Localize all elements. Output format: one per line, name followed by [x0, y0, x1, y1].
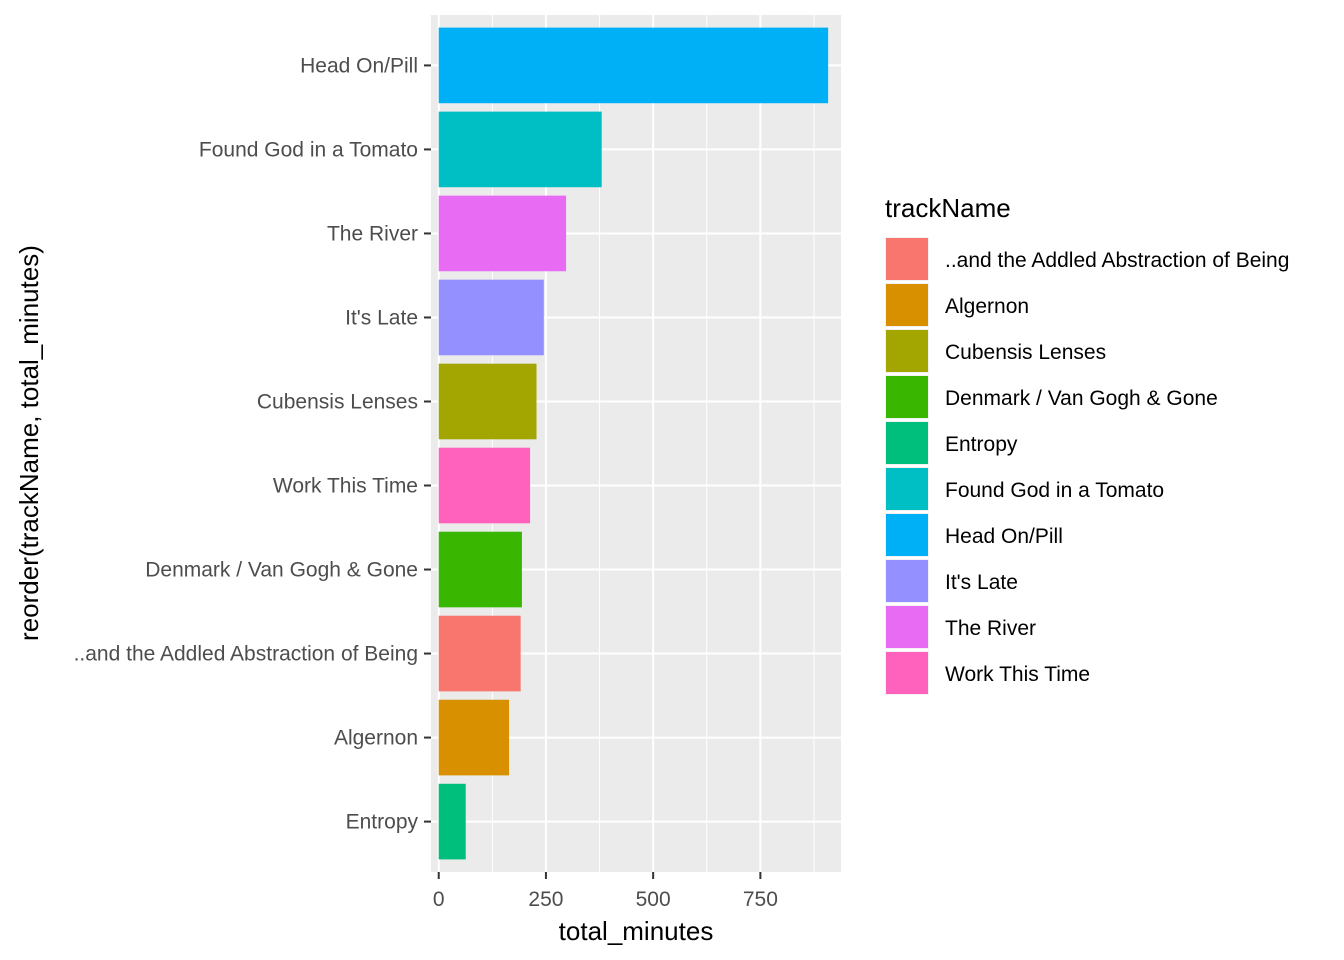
x-tick-label: 500	[636, 888, 671, 911]
x-tick-label: 750	[743, 888, 778, 911]
y-axis-title: reorder(trackName, total_minutes)	[14, 245, 44, 641]
bar	[438, 783, 466, 860]
y-tick-label: The River	[327, 222, 418, 245]
legend-swatch	[886, 376, 928, 418]
bar	[438, 279, 544, 356]
y-tick-label: Algernon	[334, 727, 418, 750]
legend-title: trackName	[885, 193, 1011, 223]
y-tick-label: Found God in a Tomato	[199, 138, 418, 161]
y-tick-label: Head On/Pill	[300, 54, 418, 77]
legend: trackName ..and the Addled Abstraction o…	[885, 193, 1289, 695]
x-tick-label: 250	[528, 888, 563, 911]
y-tick-label: Work This Time	[273, 475, 418, 498]
y-axis: Head On/Pill Found God in a Tomato The Riv…	[74, 54, 431, 834]
bar	[438, 195, 567, 272]
legend-label: It's Late	[945, 571, 1018, 594]
bars	[438, 27, 829, 860]
legend-label: Found God in a Tomato	[945, 479, 1164, 502]
x-axis-title: total_minutes	[559, 916, 714, 946]
y-tick-label: Cubensis Lenses	[257, 390, 418, 413]
legend-label: Denmark / Van Gogh & Gone	[945, 387, 1218, 410]
legend-swatch	[886, 606, 928, 648]
legend-label: Entropy	[945, 433, 1018, 456]
legend-swatch	[886, 652, 928, 694]
x-tick-label: 0	[433, 888, 445, 911]
bar	[438, 27, 829, 104]
bar	[438, 447, 531, 524]
y-tick-label: ..and the Addled Abstraction of Being	[74, 643, 418, 666]
legend-swatch	[886, 560, 928, 602]
legend-label: Head On/Pill	[945, 525, 1063, 548]
x-axis: 0 250 500 750	[433, 872, 778, 911]
bar	[438, 699, 510, 776]
bar	[438, 363, 537, 440]
bar	[438, 531, 522, 608]
legend-swatch	[886, 468, 928, 510]
legend-swatch	[886, 514, 928, 556]
legend-label: ..and the Addled Abstraction of Being	[945, 249, 1289, 272]
y-tick-label: Entropy	[346, 811, 419, 834]
legend-swatch	[886, 330, 928, 372]
y-tick-label: It's Late	[345, 306, 418, 329]
legend-label: Cubensis Lenses	[945, 341, 1106, 364]
legend-label: The River	[945, 617, 1036, 640]
bar	[438, 615, 521, 692]
legend-label: Algernon	[945, 295, 1029, 318]
y-tick-label: Denmark / Van Gogh & Gone	[145, 559, 418, 582]
legend-swatch	[886, 284, 928, 326]
legend-label: Work This Time	[945, 663, 1090, 686]
legend-swatch	[886, 422, 928, 464]
bar	[438, 111, 602, 188]
legend-swatch	[886, 238, 928, 280]
